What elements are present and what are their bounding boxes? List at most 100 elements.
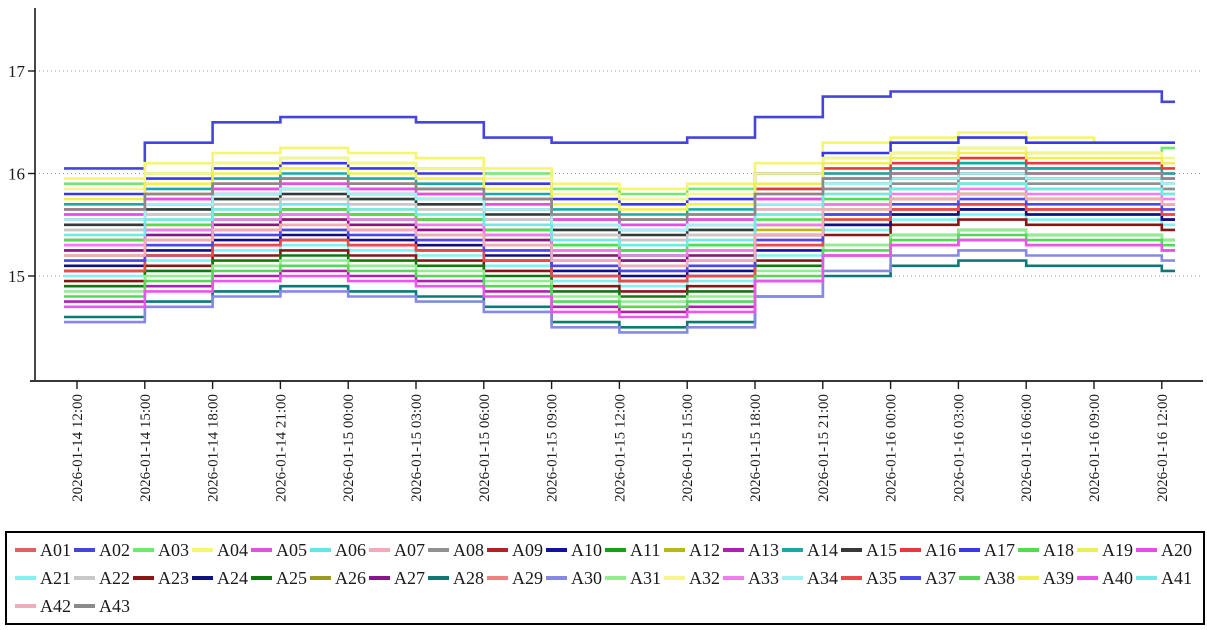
legend-item-A01: A01 [15,541,74,559]
legend-item-A09: A09 [487,541,546,559]
legend-label: A20 [1161,540,1192,560]
legend-label: A03 [158,540,189,560]
legend-swatch-icon [428,548,449,552]
legend-swatch-icon [251,548,272,552]
legend-item-A27: A27 [369,569,428,587]
x-tick-label: 2026-01-15 15:00 [680,394,696,502]
legend-item-A17: A17 [959,541,1018,559]
legend-swatch-icon [310,548,331,552]
legend-row: A42 A43 [15,592,1199,620]
legend-swatch-icon [1136,576,1157,580]
legend-item-A08: A08 [428,541,487,559]
legend-item-A24: A24 [192,569,251,587]
legend-label: A31 [630,568,661,588]
legend-swatch-icon [841,548,862,552]
legend-swatch-icon [1136,548,1157,552]
legend-label: A06 [335,540,366,560]
legend-swatch-icon [959,548,980,552]
legend-swatch-icon [15,548,36,552]
legend-label: A26 [335,568,366,588]
legend-item-A02: A02 [74,541,133,559]
legend-item-A15: A15 [841,541,900,559]
legend-label: A12 [689,540,720,560]
legend-label: A08 [453,540,484,560]
legend-swatch-icon [369,576,390,580]
legend-item-A20: A20 [1136,541,1195,559]
series-line-A37 [64,197,1175,273]
legend-swatch-icon [546,548,567,552]
legend-label: A42 [40,596,71,616]
legend-item-A25: A25 [251,569,310,587]
legend-label: A01 [40,540,71,560]
legend-label: A23 [158,568,189,588]
legend-item-A03: A03 [133,541,192,559]
x-tick-label: 2026-01-15 03:00 [409,394,425,502]
legend-swatch-icon [74,604,95,608]
legend-label: A02 [99,540,130,560]
legend-swatch-icon [1018,548,1039,552]
legend-item-A30: A30 [546,569,605,587]
legend-label: A38 [984,568,1015,588]
legend-swatch-icon [1018,576,1039,580]
x-tick-label: 2026-01-16 06:00 [1019,394,1035,502]
y-tick-label: 16 [8,165,25,184]
legend-swatch-icon [133,548,154,552]
legend-item-A35: A35 [841,569,900,587]
legend-item-A16: A16 [900,541,959,559]
legend-item-A38: A38 [959,569,1018,587]
legend-item-A26: A26 [310,569,369,587]
legend-item-A06: A06 [310,541,369,559]
legend-item-A42: A42 [15,597,74,615]
legend-label: A34 [807,568,838,588]
legend-swatch-icon [15,576,36,580]
legend-swatch-icon [369,548,390,552]
legend-label: A33 [748,568,779,588]
legend-swatch-icon [487,548,508,552]
y-tick-label: 17 [8,62,26,81]
legend-label: A18 [1043,540,1074,560]
x-tick-label: 2026-01-15 21:00 [816,394,832,502]
x-tick-label: 2026-01-15 06:00 [477,394,493,502]
legend-label: A37 [925,568,956,588]
legend-swatch-icon [546,576,567,580]
legend-swatch-icon [428,576,449,580]
legend-item-A32: A32 [664,569,723,587]
legend-item-A37: A37 [900,569,959,587]
legend-swatch-icon [192,576,213,580]
legend-item-A07: A07 [369,541,428,559]
legend-swatch-icon [605,548,626,552]
x-tick-label: 2026-01-16 12:00 [1155,394,1171,502]
legend-label: A19 [1102,540,1133,560]
legend-label: A24 [217,568,248,588]
legend-item-A22: A22 [74,569,133,587]
x-tick-label: 2026-01-15 00:00 [341,394,357,502]
series-line-A34 [64,172,1175,232]
legend-item-A05: A05 [251,541,310,559]
legend-swatch-icon [664,548,685,552]
legend-swatch-icon [487,576,508,580]
legend: A01 A02 A03 A04 A05 A06 A07 A08 A09 A10 A11 A12 A13 A… [5,531,1205,625]
legend-swatch-icon [723,576,744,580]
legend-label: A13 [748,540,779,560]
legend-label: A15 [866,540,897,560]
legend-swatch-icon [1077,576,1098,580]
series-line-A33 [64,187,1175,257]
chart-area: 15 16 17 2026-01-14 12:00 2026-01-14 15:00 20… [8,8,1203,502]
legend-swatch-icon [74,576,95,580]
legend-label: A10 [571,540,602,560]
legend-row: A01 A02 A03 A04 A05 A06 A07 A08 A09 A10 A11 A12 A13 A… [15,536,1199,564]
y-tick-label: 15 [8,267,25,286]
legend-item-A31: A31 [605,569,664,587]
legend-swatch-icon [782,576,803,580]
legend-label: A11 [630,540,661,560]
legend-item-A12: A12 [664,541,723,559]
x-tick-label: 2026-01-14 21:00 [273,394,289,502]
legend-item-A13: A13 [723,541,782,559]
legend-label: A43 [99,596,130,616]
legend-swatch-icon [133,576,154,580]
legend-label: A17 [984,540,1015,560]
legend-item-A21: A21 [15,569,74,587]
legend-label: A21 [40,568,71,588]
legend-item-A40: A40 [1077,569,1136,587]
legend-label: A07 [394,540,425,560]
